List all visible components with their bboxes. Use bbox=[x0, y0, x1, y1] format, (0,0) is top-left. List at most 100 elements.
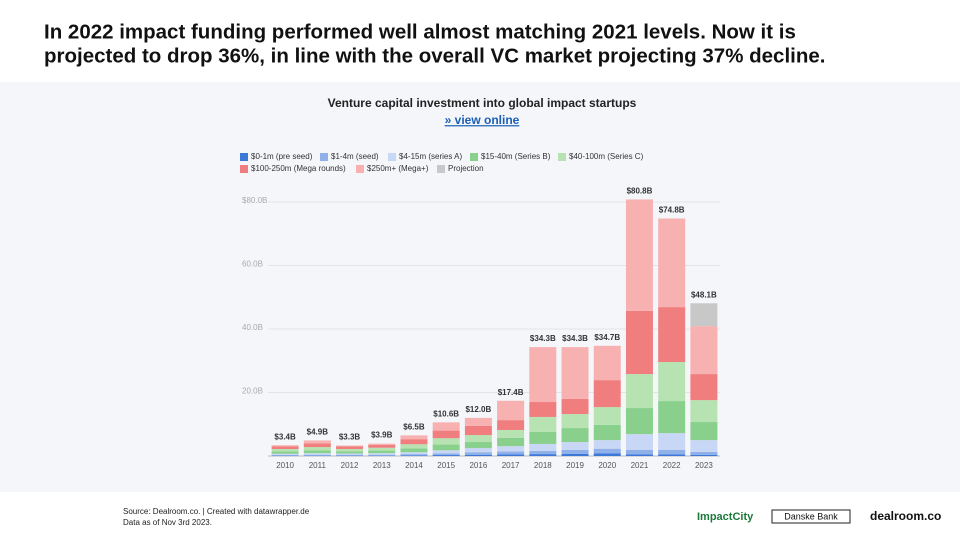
bar-segment bbox=[400, 455, 427, 456]
x-tick-label: 2017 bbox=[502, 461, 520, 470]
bar-segment bbox=[465, 418, 492, 426]
legend-label: $100-250m (Mega rounds) bbox=[251, 164, 346, 173]
total-label: $12.0B bbox=[465, 405, 491, 414]
total-label: $3.9B bbox=[371, 431, 393, 440]
legend-label: $250m+ (Mega+) bbox=[367, 164, 429, 173]
bar-segment bbox=[272, 454, 299, 455]
bar-segment bbox=[562, 399, 589, 414]
bar-segment bbox=[433, 445, 460, 451]
bar-segment bbox=[562, 414, 589, 428]
bar-segment bbox=[368, 445, 395, 448]
bar-segment bbox=[529, 402, 556, 417]
bar-segment bbox=[336, 446, 363, 447]
bar-segment bbox=[594, 380, 621, 407]
bar-segment bbox=[658, 401, 685, 433]
x-tick-label: 2014 bbox=[405, 461, 423, 470]
y-tick-label: 40.0B bbox=[242, 323, 263, 332]
bar-segment bbox=[497, 401, 524, 420]
y-tick-label: 20.0B bbox=[242, 387, 263, 396]
bar-segment bbox=[368, 451, 395, 454]
bar-segment bbox=[272, 445, 299, 446]
legend-label: Projection bbox=[448, 164, 484, 173]
bar-segment bbox=[626, 199, 653, 310]
bar-segment bbox=[594, 346, 621, 380]
legend-swatch bbox=[388, 153, 396, 161]
bar-segment bbox=[626, 408, 653, 434]
legend-label: $4-15m (series A) bbox=[399, 152, 462, 161]
x-tick-label: 2023 bbox=[695, 461, 713, 470]
bar-segment bbox=[690, 455, 717, 456]
slide-title: In 2022 impact funding performed well al… bbox=[44, 20, 796, 43]
x-tick-label: 2013 bbox=[373, 461, 391, 470]
bar-segment bbox=[690, 452, 717, 455]
bar-segment bbox=[658, 450, 685, 454]
y-tick-label: $80.0B bbox=[242, 196, 267, 205]
total-label: $48.1B bbox=[691, 290, 717, 299]
legend-label: $15-40m (Series B) bbox=[481, 152, 551, 161]
bar-segment bbox=[529, 432, 556, 444]
bar-segment bbox=[400, 454, 427, 455]
bar-segment bbox=[400, 439, 427, 444]
bar-segment bbox=[465, 426, 492, 435]
bar-segment bbox=[433, 431, 460, 439]
bar-segment bbox=[529, 347, 556, 402]
bar-segment bbox=[690, 400, 717, 422]
legend-swatch bbox=[437, 165, 445, 173]
x-tick-label: 2020 bbox=[598, 461, 616, 470]
x-tick-label: 2021 bbox=[631, 461, 649, 470]
chart-title: Venture capital investment into global i… bbox=[328, 96, 637, 110]
bar-segment bbox=[529, 417, 556, 432]
bar-segment bbox=[562, 442, 589, 450]
bar-segment bbox=[368, 444, 395, 445]
bar-segment bbox=[336, 446, 363, 449]
view-online-link[interactable]: » view online bbox=[445, 113, 520, 127]
bar-segment bbox=[594, 440, 621, 449]
bar-segment bbox=[336, 451, 363, 453]
bar-segment bbox=[368, 453, 395, 455]
bar-segment bbox=[594, 407, 621, 425]
total-label: $74.8B bbox=[659, 206, 685, 215]
bar-segment bbox=[304, 447, 331, 450]
legend-label: $40-100m (Series C) bbox=[569, 152, 644, 161]
legend-label: $1-4m (seed) bbox=[331, 152, 379, 161]
bar-segment bbox=[562, 450, 589, 454]
bar-segment bbox=[658, 454, 685, 456]
bar-segment bbox=[626, 374, 653, 408]
bar-segment bbox=[626, 434, 653, 450]
x-tick-label: 2022 bbox=[663, 461, 681, 470]
bar-segment bbox=[626, 454, 653, 456]
total-label: $17.4B bbox=[498, 388, 524, 397]
x-tick-label: 2010 bbox=[276, 461, 294, 470]
bar-segment bbox=[562, 428, 589, 442]
x-tick-label: 2016 bbox=[469, 461, 487, 470]
bar-segment bbox=[336, 449, 363, 451]
bar-segment bbox=[400, 444, 427, 448]
bar-segment bbox=[433, 455, 460, 456]
bar-segment bbox=[529, 444, 556, 451]
bar-segment bbox=[465, 435, 492, 442]
bar-segment bbox=[497, 446, 524, 451]
bar-segment bbox=[304, 443, 331, 447]
bar-segment bbox=[529, 454, 556, 456]
legend-swatch bbox=[320, 153, 328, 161]
logo: Danske Bank bbox=[784, 511, 838, 521]
bar-segment bbox=[433, 422, 460, 430]
bar-segment bbox=[304, 450, 331, 453]
bar-segment bbox=[626, 450, 653, 454]
bar-segment bbox=[562, 454, 589, 456]
x-tick-label: 2018 bbox=[534, 461, 552, 470]
total-label: $34.3B bbox=[562, 334, 588, 343]
bar-segment bbox=[304, 455, 331, 456]
bar-segment bbox=[272, 449, 299, 452]
bar-segment bbox=[272, 452, 299, 454]
footer-date: Data as of Nov 3rd 2023. bbox=[123, 518, 212, 527]
total-label: $34.3B bbox=[530, 334, 556, 343]
total-label: $3.4B bbox=[274, 432, 296, 441]
bar-segment bbox=[497, 438, 524, 446]
bar-segment bbox=[272, 455, 299, 456]
total-label: $34.7B bbox=[594, 333, 620, 342]
bar-segment bbox=[690, 303, 717, 326]
bar-segment bbox=[368, 455, 395, 456]
bar-segment bbox=[304, 453, 331, 455]
bar-segment bbox=[626, 311, 653, 374]
